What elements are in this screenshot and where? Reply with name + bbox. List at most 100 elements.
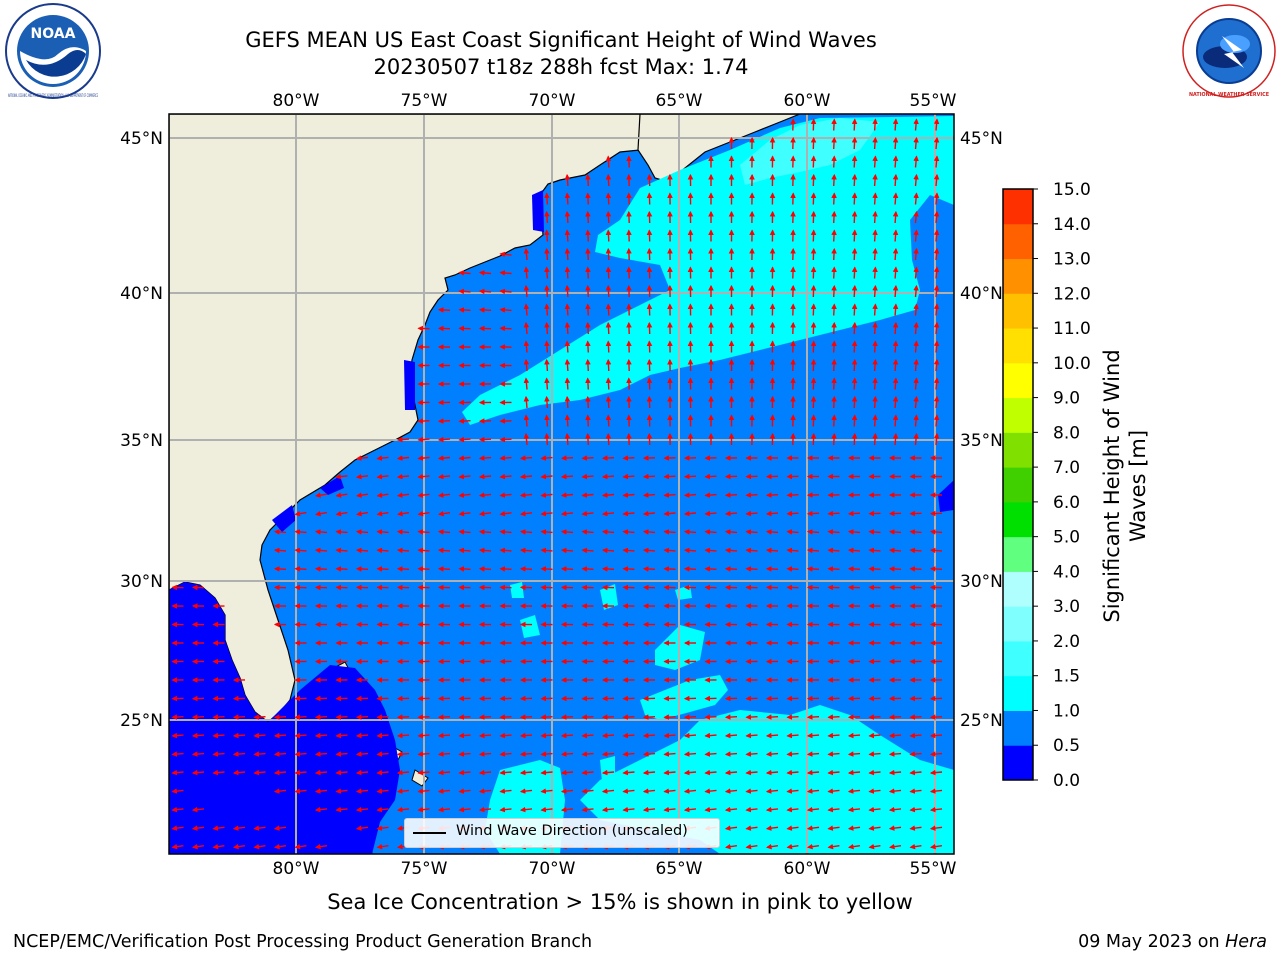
wind-wave-arrow bbox=[605, 303, 612, 316]
wind-wave-arrow bbox=[831, 321, 837, 335]
wind-wave-arrow bbox=[892, 247, 899, 261]
lon-tick-top: 55°W bbox=[910, 91, 957, 111]
wind-wave-arrow bbox=[745, 566, 758, 572]
wind-wave-arrow bbox=[851, 266, 858, 279]
wind-wave-arrow bbox=[540, 547, 553, 554]
wind-wave-arrow bbox=[851, 303, 858, 316]
wind-wave-arrow bbox=[704, 751, 717, 757]
colorbar-tick-label: 0.5 bbox=[1053, 736, 1080, 756]
wind-wave-arrow bbox=[683, 788, 697, 794]
wind-wave-arrow bbox=[913, 377, 919, 390]
wind-wave-arrow bbox=[314, 806, 328, 813]
wind-wave-arrow bbox=[499, 732, 512, 739]
wind-wave-arrow bbox=[847, 806, 861, 813]
wind-wave-arrow bbox=[704, 769, 717, 776]
wind-wave-arrow bbox=[913, 192, 919, 205]
wind-wave-arrow bbox=[314, 788, 328, 794]
wind-wave-arrow bbox=[605, 284, 612, 298]
colorbar-segment bbox=[1003, 189, 1033, 225]
wind-wave-arrow bbox=[831, 229, 837, 242]
wind-wave-arrow bbox=[478, 307, 492, 313]
wind-wave-arrow bbox=[171, 843, 184, 850]
wind-wave-arrow bbox=[868, 806, 881, 813]
wind-wave-arrow bbox=[499, 751, 512, 757]
wind-wave-arrow bbox=[232, 769, 246, 776]
wind-wave-arrow bbox=[396, 806, 410, 813]
wind-wave-arrow bbox=[585, 247, 591, 261]
wind-wave-arrow bbox=[355, 825, 369, 831]
colorbar bbox=[1002, 188, 1034, 781]
wind-wave-arrow bbox=[499, 251, 512, 258]
wind-wave-arrow bbox=[560, 751, 574, 757]
wind-wave-arrow bbox=[396, 732, 410, 739]
wind-wave-arrow bbox=[933, 284, 940, 298]
wind-wave-arrow bbox=[683, 769, 697, 776]
wind-wave-arrow bbox=[335, 751, 348, 757]
wind-wave-arrow bbox=[909, 529, 922, 535]
wind-wave-arrow bbox=[622, 492, 635, 498]
wind-wave-arrow bbox=[294, 788, 307, 794]
wind-wave-arrow bbox=[335, 529, 348, 535]
wind-wave-arrow bbox=[417, 714, 430, 720]
wind-wave-arrow bbox=[851, 229, 858, 242]
wind-wave-arrow bbox=[913, 358, 919, 372]
wind-wave-arrow bbox=[523, 266, 530, 279]
wind-wave-arrow bbox=[786, 566, 799, 572]
wind-wave-arrow bbox=[191, 732, 205, 739]
wind-wave-arrow bbox=[872, 173, 878, 187]
wind-wave-arrow bbox=[704, 547, 717, 554]
wind-wave-arrow bbox=[544, 321, 550, 335]
wind-wave-arrow bbox=[581, 769, 594, 776]
wind-wave-arrow bbox=[191, 806, 205, 813]
wind-wave-arrow bbox=[564, 192, 571, 205]
wind-wave-arrow bbox=[544, 303, 550, 316]
wind-wave-arrow bbox=[437, 566, 451, 572]
wind-wave-arrow bbox=[585, 340, 591, 353]
wind-wave-arrow bbox=[458, 751, 471, 757]
wind-wave-arrow bbox=[458, 788, 471, 794]
wind-wave-arrow bbox=[232, 732, 246, 739]
wind-wave-arrow bbox=[478, 492, 492, 498]
lon-tick-bottom: 75°W bbox=[401, 859, 448, 879]
wind-wave-arrow bbox=[786, 825, 799, 831]
wind-wave-arrow bbox=[376, 732, 389, 739]
wind-wave-arrow bbox=[892, 136, 899, 150]
wind-wave-arrow bbox=[642, 751, 656, 757]
graticule bbox=[169, 114, 954, 854]
wind-wave-arrow bbox=[540, 566, 553, 572]
wind-wave-arrow bbox=[585, 173, 591, 187]
wind-wave-arrow bbox=[622, 751, 635, 757]
wind-wave-arrow bbox=[601, 788, 615, 794]
wind-wave-arrow bbox=[601, 806, 615, 813]
wind-wave-arrow bbox=[933, 432, 940, 446]
wind-wave-arrow bbox=[642, 769, 656, 776]
wind-wave-arrow bbox=[851, 414, 858, 427]
wind-wave-arrow bbox=[765, 732, 779, 739]
wind-wave-arrow bbox=[913, 136, 919, 150]
wind-wave-arrow bbox=[212, 751, 225, 757]
wind-wave-arrow bbox=[847, 825, 861, 831]
wind-wave-arrow bbox=[171, 806, 184, 813]
colorbar-tick-label: 8.0 bbox=[1053, 423, 1080, 443]
wind-wave-arrow bbox=[499, 788, 512, 794]
wind-wave-arrow bbox=[765, 806, 779, 813]
wind-wave-arrow bbox=[786, 510, 799, 517]
wind-wave-arrow bbox=[913, 340, 919, 353]
wind-wave-arrow bbox=[786, 751, 799, 757]
wind-wave-arrow bbox=[892, 118, 899, 131]
wind-wave-arrow bbox=[458, 566, 471, 572]
wind-wave-arrow bbox=[232, 714, 246, 720]
wind-wave-arrow bbox=[355, 455, 369, 461]
wind-wave-arrow bbox=[273, 788, 287, 794]
wind-wave-arrow bbox=[581, 510, 594, 517]
wind-wave-arrow bbox=[827, 732, 840, 739]
lon-ticks-top: 80°W 75°W 70°W 65°W 60°W 55°W bbox=[273, 91, 957, 111]
wind-wave-arrow bbox=[581, 806, 594, 813]
wind-wave-arrow bbox=[376, 547, 389, 554]
wind-wave-arrow bbox=[519, 473, 533, 480]
wind-wave-arrow bbox=[704, 473, 717, 480]
wind-wave-arrow bbox=[806, 843, 820, 850]
wind-wave-arrow bbox=[868, 529, 881, 535]
wind-wave-arrow bbox=[212, 825, 225, 831]
wind-wave-arrow bbox=[765, 788, 779, 794]
